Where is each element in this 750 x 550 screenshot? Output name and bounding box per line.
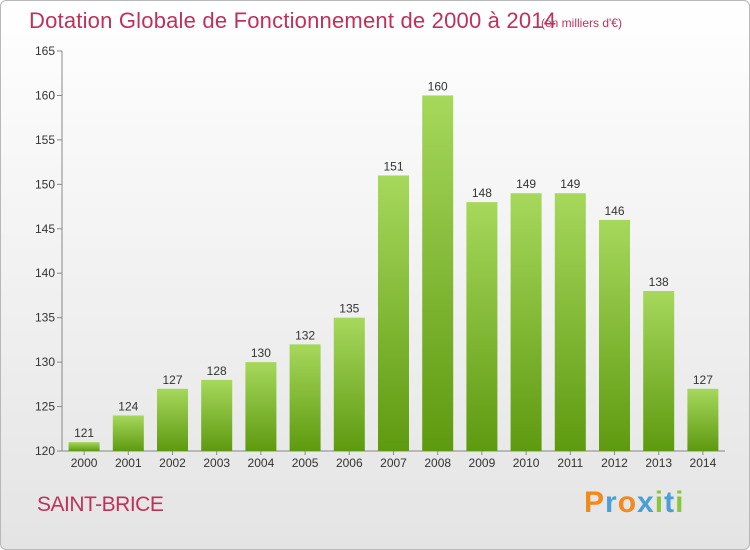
bar-value-label: 149 [560,177,580,191]
brand-letter: P [584,486,606,519]
x-tick-label: 2006 [336,456,363,470]
bar-2007 [378,175,409,451]
bar-value-label: 127 [693,373,713,387]
y-tick-label: 125 [35,400,55,414]
bar-value-label: 148 [472,186,492,200]
brand-letter: o [617,486,638,519]
bar-2010 [510,193,542,451]
chart-title: Dotation Globale de Fonctionnement de 20… [29,8,557,33]
bar-2002 [157,388,188,451]
bar-value-label: 138 [649,275,669,289]
y-tick-label: 135 [35,311,55,325]
x-tick-label: 2012 [601,456,628,470]
bar-2000 [68,442,100,451]
x-tick-label: 2001 [115,456,142,470]
bar-value-label: 160 [428,79,448,93]
bar-value-label: 135 [339,302,359,316]
y-tick-label: 120 [35,444,55,458]
y-tick-label: 150 [35,177,55,191]
bar-2006 [333,317,365,451]
bar-2001 [112,415,144,451]
brand-letter: x [637,486,655,519]
bar-2013 [643,291,675,451]
x-tick-label: 2013 [645,456,672,470]
bar-value-label: 127 [162,373,182,387]
y-tick-label: 130 [35,355,55,369]
x-tick-label: 2009 [469,456,496,470]
x-tick-label: 2000 [71,456,98,470]
brand-letter: r [605,486,618,519]
bar-value-label: 132 [295,328,315,342]
x-tick-label: 2014 [690,456,717,470]
bar-2005 [289,344,321,451]
bar-value-label: 128 [207,364,227,378]
bar-2009 [466,202,498,451]
x-tick-label: 2011 [557,456,583,470]
bar-2011 [554,193,586,451]
x-tick-label: 2003 [203,456,230,470]
bar-2003 [201,379,233,451]
x-tick-label: 2008 [424,456,451,470]
bar-2014 [687,388,719,451]
y-tick-label: 160 [35,88,55,102]
bar-value-label: 121 [74,426,94,440]
brand-letter: i [675,486,685,519]
bar-value-label: 149 [516,177,536,191]
bar-value-label: 130 [251,346,271,360]
chart-subtitle: (en milliers d'€) [541,16,622,30]
x-tick-label: 2002 [159,456,186,470]
bar-2008 [422,95,454,451]
bar-2012 [599,219,630,451]
bar-value-label: 124 [118,399,138,413]
brand-letter: t [664,486,676,519]
town-name: SAINT-BRICE [37,493,164,516]
x-tick-label: 2010 [513,456,540,470]
y-tick-label: 165 [35,44,55,58]
bar-value-label: 151 [383,159,403,173]
brand-letter: i [654,486,665,519]
x-tick-label: 2007 [380,456,407,470]
bar-value-label: 146 [604,204,624,218]
bar-2004 [245,362,277,451]
x-tick-label: 2005 [292,456,319,470]
x-tick-label: 2004 [248,456,275,470]
y-tick-label: 155 [35,133,55,147]
y-tick-label: 140 [35,266,55,280]
y-tick-label: 145 [35,222,55,236]
